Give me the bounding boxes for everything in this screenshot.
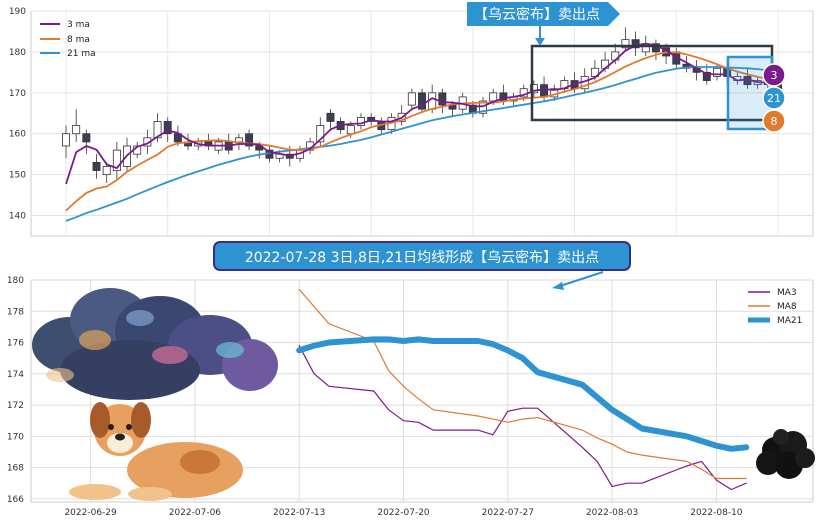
candle-body bbox=[428, 92, 437, 110]
down-arrow-icon bbox=[535, 38, 545, 46]
badge-21: 21 bbox=[767, 92, 781, 105]
top-y-tick-label: 140 bbox=[9, 212, 26, 222]
ma-badges: 3 21 8 bbox=[762, 63, 786, 133]
legend-label-8ma: 8 ma bbox=[67, 35, 90, 45]
bottom-x-ticks: 2022-06-29 2022-07-06 2022-07-13 2022-07-20… bbox=[64, 508, 742, 518]
candle-body bbox=[713, 67, 721, 77]
legend-label-ma3: MA3 bbox=[777, 288, 797, 298]
candle-body bbox=[438, 92, 447, 106]
candle-body bbox=[407, 92, 416, 106]
candle-body bbox=[702, 71, 711, 81]
top-callout: 【乌云密布】卖出点 bbox=[467, 2, 620, 46]
badge-21-circle bbox=[762, 86, 786, 110]
bottom-y-tick-label: 172 bbox=[7, 401, 24, 411]
candle-body bbox=[590, 67, 599, 77]
top-legend: 3 ma 8 ma 21 ma bbox=[40, 20, 96, 59]
candle-body bbox=[621, 39, 630, 49]
candle-body bbox=[102, 166, 111, 176]
top-series-line-8-ma bbox=[65, 51, 779, 212]
callout-pointer bbox=[559, 271, 604, 287]
candle-body bbox=[62, 133, 70, 147]
bottom-y-ticks: 180 178 176 174 172 170 168 166 bbox=[7, 276, 24, 505]
top-y-tick-label: 150 bbox=[9, 171, 26, 181]
candle-body bbox=[72, 125, 81, 135]
badge-8-circle bbox=[762, 109, 786, 133]
badge-3-circle bbox=[762, 63, 786, 87]
top-y-tick-label: 170 bbox=[9, 89, 26, 99]
bottom-y-tick-label: 174 bbox=[7, 370, 24, 380]
candle-body bbox=[316, 125, 325, 143]
bottom-y-tick-label: 168 bbox=[7, 464, 24, 474]
legend-label-21ma: 21 ma bbox=[67, 49, 96, 59]
bottom-x-tick-label: 2022-07-20 bbox=[377, 508, 430, 518]
storm-cloud-icon bbox=[32, 288, 278, 400]
bottom-x-tick-label: 2022-06-29 bbox=[64, 508, 117, 518]
badge-3: 3 bbox=[771, 69, 778, 82]
bottom-x-tick-label: 2022-08-03 bbox=[586, 508, 638, 518]
top-series-line-21-ma bbox=[65, 66, 779, 222]
bottom-x-tick-label: 2022-07-27 bbox=[482, 508, 534, 518]
candle-body bbox=[326, 112, 335, 122]
bottom-callout-text: 2022-07-28 3日,8日,21日均线形成【乌云密布】卖出点 bbox=[245, 249, 599, 266]
bottom-callout: 2022-07-28 3日,8日,21日均线形成【乌云密布】卖出点 bbox=[213, 241, 631, 290]
bottom-x-tick-label: 2022-08-10 bbox=[690, 508, 743, 518]
bottom-series-line-MA21 bbox=[296, 336, 750, 452]
pointer-arrow-icon bbox=[552, 282, 564, 290]
top-panel: 190 180 170 160 150 140 3 ma 8 ma 21 ma 【乌云密布… bbox=[9, 2, 814, 237]
bottom-x-tick-label: 2022-07-13 bbox=[273, 508, 325, 518]
bottom-y-tick-label: 170 bbox=[7, 432, 24, 442]
candle-body bbox=[163, 121, 172, 135]
candle-body bbox=[92, 161, 101, 171]
legend-label-ma21: MA21 bbox=[777, 316, 802, 326]
candle-body bbox=[82, 133, 91, 143]
candle-body bbox=[234, 137, 243, 143]
candle-body bbox=[112, 149, 121, 171]
candle-body bbox=[346, 125, 355, 135]
bottom-x-tick-label: 2022-07-06 bbox=[169, 508, 222, 518]
bottom-y-tick-label: 180 bbox=[7, 276, 24, 286]
bottom-y-tick-label: 178 bbox=[7, 307, 24, 317]
top-y-ticks: 190 180 170 160 150 140 bbox=[9, 7, 26, 222]
bottom-legend: MA3 MA8 MA21 bbox=[748, 288, 802, 326]
top-y-tick-label: 160 bbox=[9, 130, 26, 140]
top-y-tick-label: 190 bbox=[9, 7, 26, 17]
candle-body bbox=[540, 84, 549, 98]
candle-body bbox=[529, 84, 538, 94]
legend-label-3ma: 3 ma bbox=[67, 20, 90, 30]
candle-body bbox=[418, 92, 426, 110]
candle-body bbox=[631, 39, 640, 49]
badge-8: 8 bbox=[771, 115, 778, 128]
bottom-y-tick-label: 176 bbox=[7, 339, 24, 349]
bottom-ma-lines bbox=[296, 288, 750, 491]
legend-label-ma8: MA8 bbox=[777, 302, 797, 312]
top-callout-text: 【乌云密布】卖出点 bbox=[474, 6, 600, 23]
top-y-tick-label: 180 bbox=[9, 48, 26, 58]
bottom-series-line-MA8 bbox=[298, 288, 747, 480]
dark-cloud-icon bbox=[756, 429, 815, 479]
dog-illustration-icon bbox=[69, 402, 243, 501]
candle-body bbox=[489, 92, 498, 102]
bottom-y-tick-label: 166 bbox=[7, 495, 24, 505]
candle-body bbox=[153, 121, 162, 139]
candle-body bbox=[245, 133, 254, 147]
